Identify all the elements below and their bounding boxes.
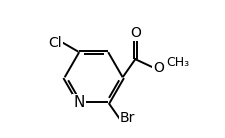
Text: N: N — [73, 95, 85, 110]
Text: Cl: Cl — [48, 35, 61, 50]
Text: O: O — [129, 26, 140, 40]
Text: Br: Br — [119, 111, 135, 125]
Text: CH₃: CH₃ — [166, 56, 189, 69]
Text: O: O — [152, 61, 163, 75]
